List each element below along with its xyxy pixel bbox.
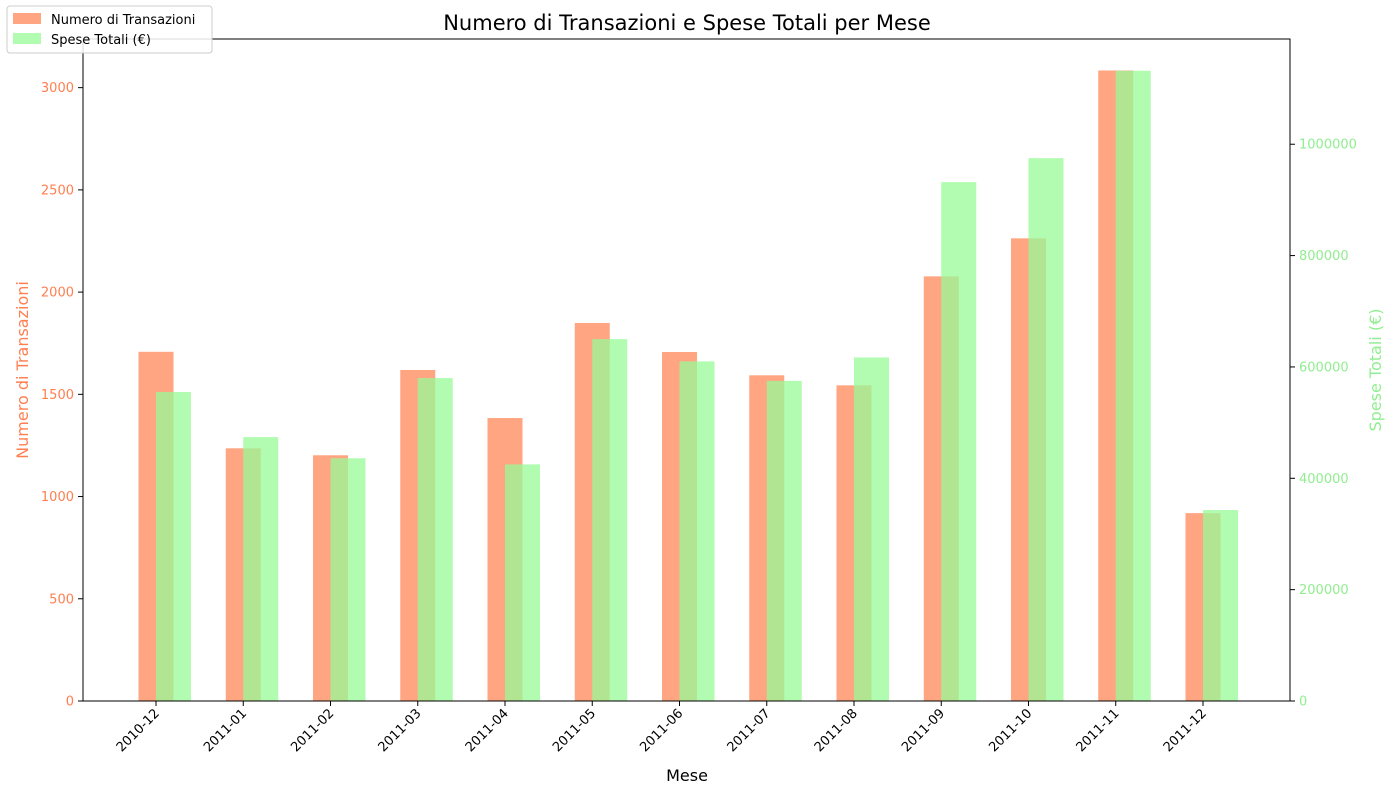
- left-y-tick-label: 2000: [41, 286, 74, 301]
- legend-frame: [6, 5, 213, 54]
- legend-swatch-spending: [13, 33, 41, 44]
- bar-spending-2011-04: [505, 464, 540, 701]
- x-tick-label: 2011-01: [201, 706, 250, 755]
- right-y-tick-label: 200000: [1299, 583, 1349, 598]
- x-tick-label: 2011-12: [1161, 706, 1210, 755]
- bar-spending-2011-08: [854, 357, 889, 701]
- left-y-axis-label: Numero di Transazioni: [13, 281, 32, 459]
- x-tick-label: 2011-11: [1074, 706, 1123, 755]
- bar-spending-2011-03: [417, 378, 453, 701]
- left-y-tick-label: 1000: [41, 490, 74, 505]
- x-ticks: 2010-12 2011-01 2011-02 2011-03 2011-04 2011-…: [114, 701, 1210, 755]
- bar-spending-2011-09: [941, 182, 977, 702]
- legend: Numero di Transazioni Spese Totali (€): [6, 5, 213, 54]
- right-y-tick-label: 600000: [1299, 360, 1349, 375]
- spending-bars: [156, 70, 1238, 702]
- chart-title: Numero di Transazioni e Spese Totali per…: [443, 11, 931, 35]
- bar-spending-2011-12: [1203, 510, 1238, 701]
- plot-frame: [82, 38, 1291, 702]
- left-y-ticks: 0 500 1000 1500 2000 2500 3000: [41, 81, 83, 710]
- bar-spending-2011-02: [330, 458, 366, 701]
- bar-spending-2011-05: [592, 339, 628, 701]
- x-tick-label: 2011-05: [550, 706, 599, 755]
- legend-label-spending: Spese Totali (€): [51, 33, 151, 48]
- right-y-ticks: 0 200000 400000 600000 800000 1000000: [1290, 138, 1357, 710]
- bar-spending-2011-06: [679, 361, 715, 701]
- x-tick-label: 2011-02: [288, 706, 337, 755]
- x-tick-label: 2011-07: [725, 706, 774, 755]
- bar-spending-2011-10: [1028, 158, 1064, 701]
- left-y-tick-label: 3000: [41, 81, 74, 96]
- bar-spending-2011-11: [1115, 70, 1151, 702]
- right-y-axis-label: Spese Totali (€): [1366, 309, 1385, 432]
- x-tick-label: 2010-12: [114, 706, 163, 755]
- right-y-tick-label: 400000: [1299, 472, 1349, 487]
- bar-spending-2010-12: [156, 391, 191, 701]
- left-y-tick-label: 500: [49, 592, 74, 607]
- bar-spending-2011-07: [766, 380, 802, 701]
- x-axis-label: Mese: [666, 766, 708, 785]
- right-y-tick-label: 800000: [1299, 249, 1349, 264]
- x-tick-label: 2011-03: [376, 706, 425, 755]
- legend-label-transactions: Numero di Transazioni: [51, 13, 195, 28]
- x-tick-label: 2011-10: [986, 706, 1035, 755]
- bar-spending-2011-01: [243, 437, 279, 701]
- x-tick-label: 2011-04: [463, 706, 512, 755]
- legend-swatch-transactions: [13, 13, 41, 24]
- x-tick-label: 2011-08: [812, 706, 861, 755]
- axes: [82, 38, 1291, 702]
- right-y-tick-label: 1000000: [1299, 138, 1357, 153]
- right-y-tick-label: 0: [1299, 695, 1307, 710]
- x-tick-label: 2011-09: [899, 706, 948, 755]
- x-tick-label: 2011-06: [637, 706, 686, 755]
- left-y-tick-label: 0: [66, 695, 74, 710]
- left-y-tick-label: 2500: [41, 183, 74, 198]
- left-y-tick-label: 1500: [41, 388, 74, 403]
